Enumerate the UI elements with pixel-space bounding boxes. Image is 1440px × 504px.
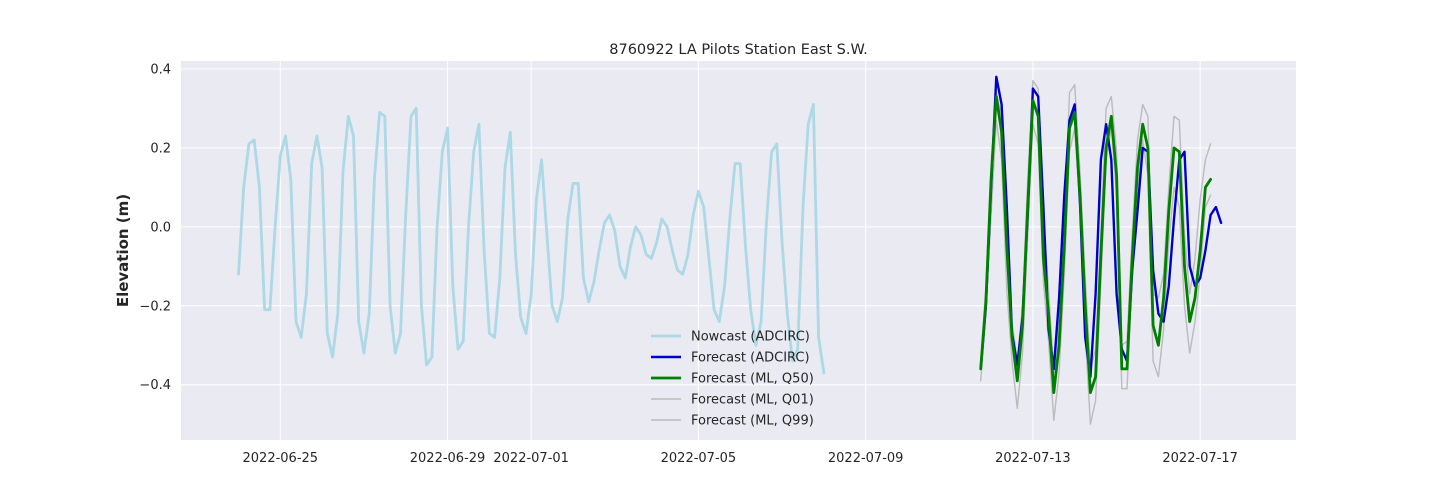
legend-label: Forecast (ADCIRC) xyxy=(691,351,810,366)
x-axis-tick-labels: 2022-06-25 2022-06-29 2022-07-01 2022-07-05… xyxy=(243,451,1238,466)
y-tick-label: 0.0 xyxy=(150,220,171,235)
series-line-forecast-ml-q01 xyxy=(980,119,1212,425)
series-line-nowcast-adcirc xyxy=(237,103,826,375)
legend: Nowcast (ADCIRC) Forecast (ADCIRC) Forecas… xyxy=(651,330,814,429)
y-axis-title: Elevation (m) xyxy=(114,194,132,307)
x-tick-label: 2022-07-09 xyxy=(828,451,904,466)
x-tick-label: 2022-06-25 xyxy=(243,451,319,466)
legend-label: Forecast (ML, Q50) xyxy=(691,372,814,387)
series-line-forecast-ml-q50 xyxy=(979,95,1212,395)
series-lines xyxy=(237,75,1223,425)
x-tick-label: 2022-06-29 xyxy=(410,451,486,466)
y-tick-label: 0.2 xyxy=(150,141,171,156)
legend-label: Forecast (ML, Q01) xyxy=(691,393,814,408)
x-tick-label: 2022-07-01 xyxy=(493,451,569,466)
chart-title: 8760922 LA Pilots Station East S.W. xyxy=(609,42,867,58)
y-tick-label: −0.2 xyxy=(139,299,171,314)
legend-label: Nowcast (ADCIRC) xyxy=(691,330,810,345)
y-tick-label: −0.4 xyxy=(139,378,171,393)
x-tick-label: 2022-07-13 xyxy=(995,451,1071,466)
y-tick-label: 0.4 xyxy=(150,62,171,77)
x-tick-label: 2022-07-17 xyxy=(1162,451,1238,466)
legend-label: Forecast (ML, Q99) xyxy=(691,414,814,429)
y-axis-tick-labels: −0.4 −0.2 0.0 0.2 0.4 xyxy=(139,62,171,393)
x-tick-label: 2022-07-05 xyxy=(661,451,737,466)
